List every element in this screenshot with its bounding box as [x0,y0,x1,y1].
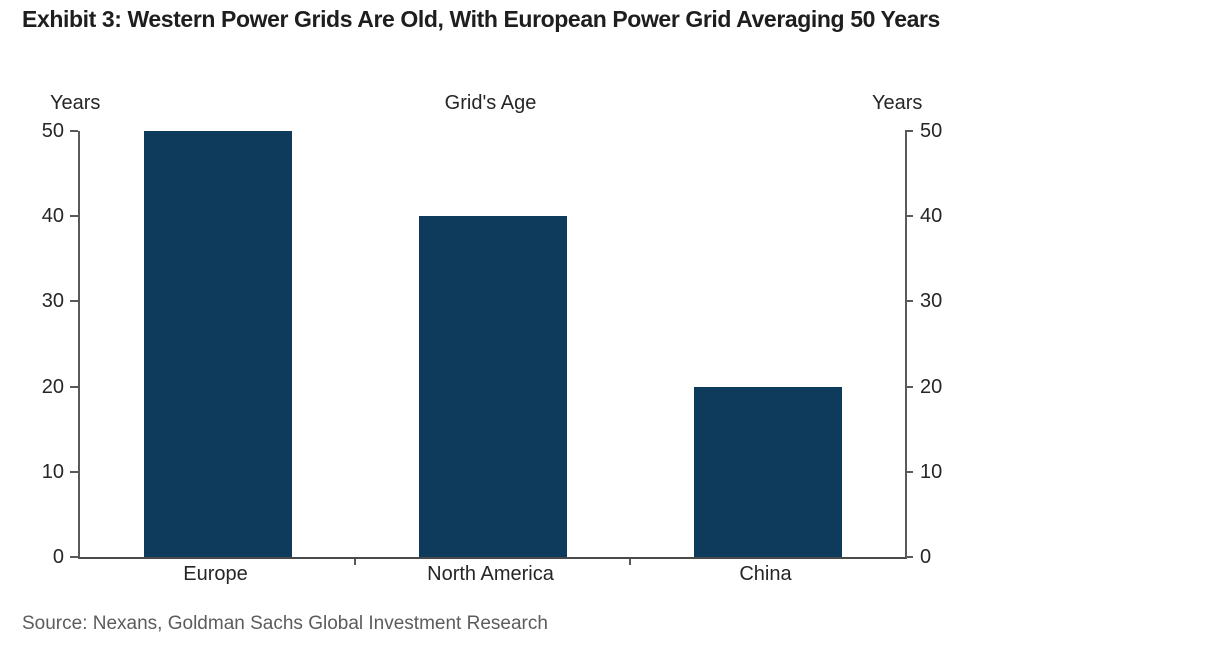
y-axis-tick-left [70,556,78,558]
y-axis-tick-label-right: 40 [920,205,943,228]
x-axis-tick [354,559,356,565]
y-axis-tick-right [905,130,913,132]
y-axis-tick-label-left: 20 [41,375,64,398]
plot-area [78,131,907,565]
y-axis-tick-label-left: 50 [41,120,64,142]
bar-north-america [418,216,567,557]
y-axis-tick-label-right: 20 [920,375,943,398]
y-axis-tick-label-left: 0 [52,546,64,568]
chart-title: Grid's Age [444,92,537,114]
y-axis-tick-label-left: 40 [41,205,64,228]
x-axis-labels: Europe North America China [78,562,903,588]
y-axis-tick-left [70,215,78,218]
y-axis-tick-right [905,215,913,218]
y-axis-unit-label-right: Years [872,92,923,114]
x-axis-label-china: China [739,563,792,585]
y-axis-tick-label-right: 0 [920,546,932,568]
y-axis-tick-label-left: 30 [41,290,64,313]
exhibit-title: Exhibit 3: Western Power Grids Are Old, … [22,6,940,32]
y-axis-tick-label-right: 30 [920,290,943,313]
y-axis-left: 0 10 20 30 40 50 [0,121,78,567]
x-axis-tick [629,559,631,565]
bar-europe [143,131,292,557]
y-axis-tick-right [905,385,913,388]
x-axis-label-europe: Europe [183,563,248,585]
y-axis-right: 0 10 20 30 40 50 [905,121,1025,567]
y-axis-tick-left [70,470,78,473]
y-axis-tick-right [905,556,913,558]
y-axis-tick-right [905,470,913,473]
y-axis-tick-left [70,385,78,388]
x-axis-label-north-america: North America [427,563,554,585]
y-axis-tick-left [70,130,78,132]
y-axis-tick-left [70,300,78,303]
source-note: Source: Nexans, Goldman Sachs Global Inv… [22,613,548,634]
y-axis-unit-label-left: Years [50,92,101,114]
y-axis-tick-label-left: 10 [41,460,64,483]
y-axis-tick-label-right: 10 [920,460,943,483]
bar-china [693,387,842,557]
y-axis-tick-label-right: 50 [920,120,943,142]
y-axis-tick-right [905,300,913,303]
